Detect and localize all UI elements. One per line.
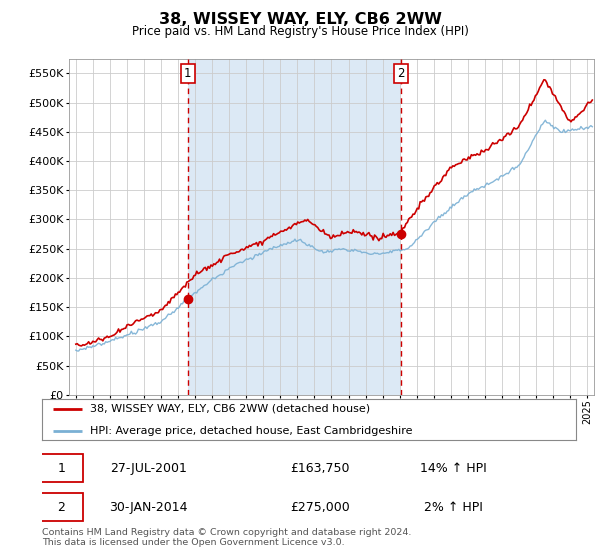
Text: £163,750: £163,750: [290, 461, 349, 475]
Text: Contains HM Land Registry data © Crown copyright and database right 2024.
This d: Contains HM Land Registry data © Crown c…: [42, 528, 412, 548]
Text: 1: 1: [57, 461, 65, 475]
Text: Price paid vs. HM Land Registry's House Price Index (HPI): Price paid vs. HM Land Registry's House …: [131, 25, 469, 38]
FancyBboxPatch shape: [40, 454, 83, 482]
Text: 1: 1: [184, 67, 191, 80]
Text: 38, WISSEY WAY, ELY, CB6 2WW: 38, WISSEY WAY, ELY, CB6 2WW: [158, 12, 442, 27]
Text: 27-JUL-2001: 27-JUL-2001: [110, 461, 187, 475]
Text: 14% ↑ HPI: 14% ↑ HPI: [420, 461, 487, 475]
Text: 2% ↑ HPI: 2% ↑ HPI: [424, 501, 482, 514]
Text: £275,000: £275,000: [290, 501, 350, 514]
Text: 38, WISSEY WAY, ELY, CB6 2WW (detached house): 38, WISSEY WAY, ELY, CB6 2WW (detached h…: [90, 404, 370, 414]
Text: 2: 2: [57, 501, 65, 514]
FancyBboxPatch shape: [40, 493, 83, 521]
Text: 2: 2: [397, 67, 405, 80]
Text: HPI: Average price, detached house, East Cambridgeshire: HPI: Average price, detached house, East…: [90, 426, 413, 436]
Bar: [188, 59, 401, 395]
Text: 30-JAN-2014: 30-JAN-2014: [110, 501, 188, 514]
